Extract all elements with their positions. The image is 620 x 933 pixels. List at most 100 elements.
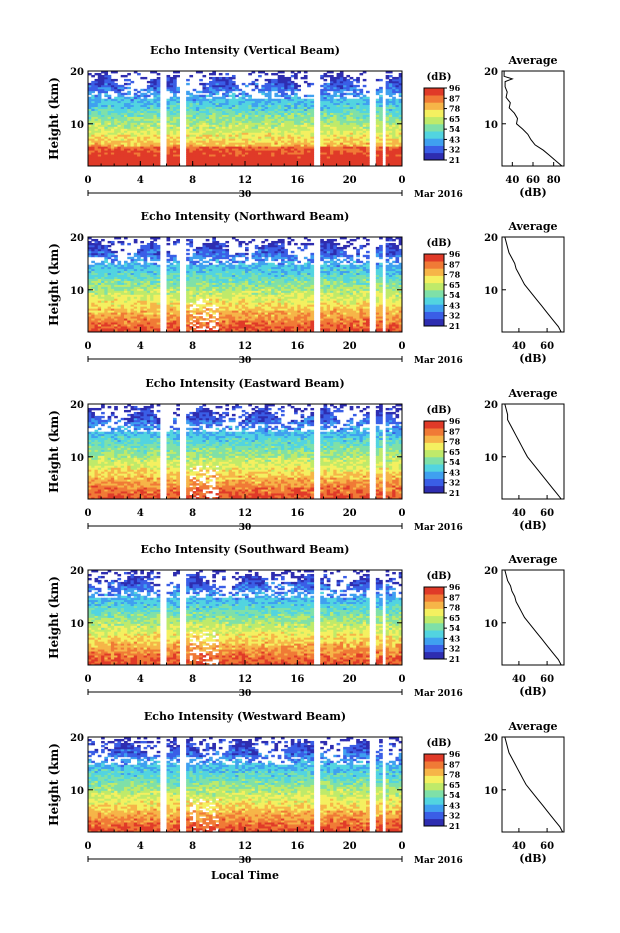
heatmap-cell: [199, 247, 203, 249]
panel-title: Echo Intensity (Northward Beam): [141, 210, 350, 223]
colorbar-tick-label: 21: [449, 155, 460, 165]
heatmap-cell: [350, 93, 354, 95]
heatmap-cell: [134, 253, 138, 255]
heatmap-cell: [359, 97, 363, 99]
heatmap-cell: [366, 91, 370, 93]
x-tick-label: 8: [189, 175, 196, 186]
heatmap-cell: [209, 81, 213, 83]
heatmap-cells: [88, 71, 402, 166]
heatmap-cell: [225, 73, 229, 75]
heatmap-cell: [395, 99, 399, 101]
average-x-tick-label: 40: [505, 175, 519, 186]
heatmap-cell: [147, 81, 151, 83]
heatmap-cell: [196, 265, 200, 267]
heatmap-cell: [140, 241, 144, 243]
x-tick-label: 4: [137, 175, 144, 186]
heatmap-cell: [176, 261, 180, 263]
heatmap-cell: [232, 75, 236, 77]
heatmap-cell: [134, 89, 138, 91]
heatmap-cell: [278, 99, 282, 101]
heatmap-cell: [137, 73, 141, 75]
heatmap-cell: [376, 99, 380, 101]
heatmap-cell: [202, 322, 206, 324]
heatmap-cell: [307, 95, 311, 97]
heatmap-cell: [363, 95, 367, 97]
heatmap-cell: [242, 91, 246, 93]
heatmap-cell: [209, 73, 213, 75]
heatmap-cell: [284, 93, 288, 95]
heatmap-cell: [271, 99, 275, 101]
heatmap-cell: [238, 89, 242, 91]
heatmap-cell: [167, 75, 171, 77]
heatmap-cell: [356, 85, 360, 87]
heatmap-cell: [353, 85, 357, 87]
heatmap-cell: [170, 263, 174, 265]
heatmap-cell: [186, 91, 190, 93]
heatmap-cell: [294, 73, 298, 75]
heatmap-cell: [127, 243, 131, 245]
heatmap-cell: [225, 77, 229, 79]
heatmap-cell: [140, 265, 144, 267]
heatmap-cell: [232, 93, 236, 95]
heatmap-cell: [199, 316, 203, 318]
heatmap-cell: [189, 239, 193, 241]
heatmap-cell: [202, 95, 206, 97]
heatmap-cell: [212, 77, 216, 79]
heatmap-cell: [108, 75, 112, 77]
heatmap-cell: [111, 259, 115, 261]
heatmap-cell: [189, 257, 193, 259]
heatmap-cell: [189, 93, 193, 95]
heatmap-cell: [147, 243, 151, 245]
heatmap-cell: [333, 99, 337, 101]
average-x-tick-label: 80: [547, 175, 561, 186]
colorbar-tick-label: 65: [449, 114, 460, 124]
heatmap-cell: [268, 79, 272, 81]
heatmap-cell: [91, 75, 95, 77]
heatmap-cell: [108, 241, 112, 243]
heatmap-cell: [245, 99, 249, 101]
heatmap-cell: [310, 99, 314, 101]
heatmap-cell: [225, 99, 229, 101]
heatmap-cell: [121, 249, 125, 251]
heatmap-cell: [324, 83, 328, 85]
heatmap-cell: [199, 263, 203, 265]
heatmap-cell: [271, 79, 275, 81]
heatmap-cell: [186, 253, 190, 255]
heatmap-cell: [167, 243, 171, 245]
heatmap-cell: [124, 75, 128, 77]
heatmap-cell: [343, 93, 347, 95]
heatmap-cell: [212, 97, 216, 99]
heatmap-cell: [229, 95, 233, 97]
heatmap-cell: [291, 97, 295, 99]
average-y-tick-label: 20: [484, 67, 498, 78]
heatmap-cell: [294, 93, 298, 95]
heatmap-cell: [95, 95, 99, 97]
colorbar-swatch: [424, 146, 444, 154]
heatmap-cell: [209, 77, 213, 79]
heatmap-cell: [127, 257, 131, 259]
average-y-tick-label: 10: [484, 120, 498, 131]
day-label: 30: [239, 190, 252, 200]
heatmap-cell: [95, 79, 99, 81]
heatmap-cell: [386, 75, 390, 77]
heatmap-cell: [353, 79, 357, 81]
heatmap-cell: [173, 265, 177, 267]
heatmap-cell: [356, 89, 360, 91]
heatmap-cell: [202, 318, 206, 320]
heatmap-cell: [206, 83, 210, 85]
heatmap-cell: [147, 85, 151, 87]
heatmap-cell: [261, 99, 265, 101]
heatmap-cell: [265, 83, 269, 85]
heatmap-cell: [147, 95, 151, 97]
heatmap-cell: [235, 85, 239, 87]
colorbar-swatch: [424, 124, 444, 132]
heatmap-cell: [189, 75, 193, 77]
heatmap-cell: [304, 75, 308, 77]
heatmap-cell: [121, 241, 125, 243]
heatmap-cell: [167, 265, 171, 267]
heatmap-cell: [117, 261, 121, 263]
heatmap-cell: [127, 79, 131, 81]
heatmap-cell: [248, 95, 252, 97]
heatmap-cell: [124, 87, 128, 89]
heatmap-cell: [170, 97, 174, 99]
